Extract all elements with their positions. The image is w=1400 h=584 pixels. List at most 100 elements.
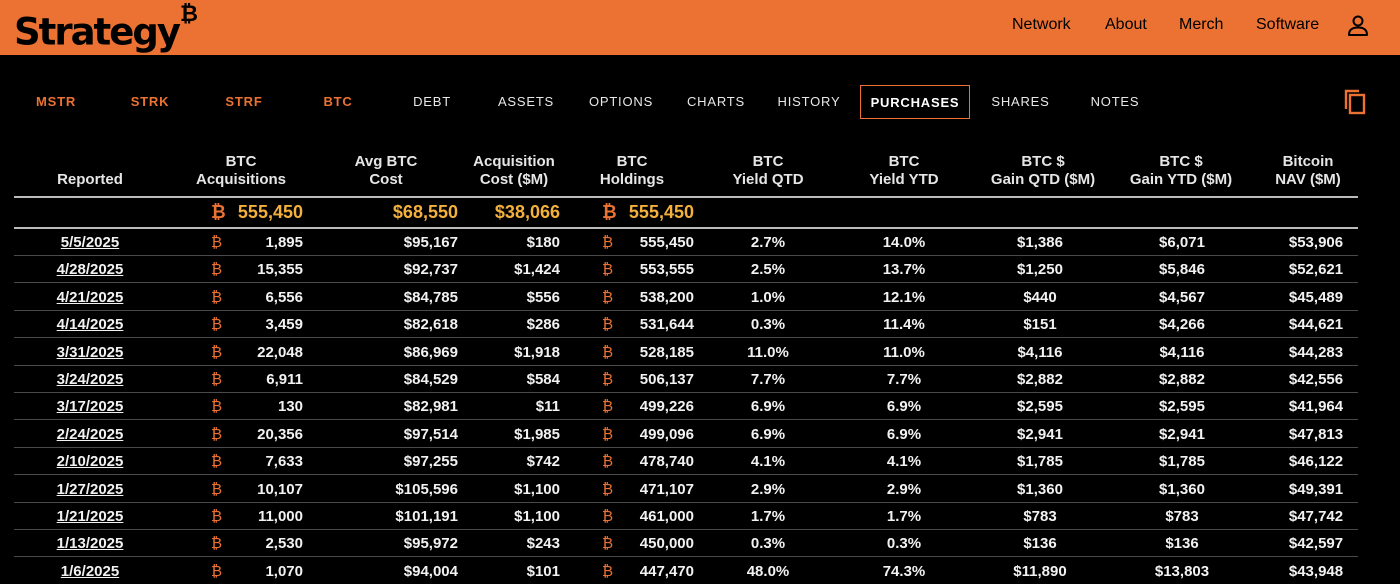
table-row: 1/13/2025 2,530 $95,972 $243 450,000 0.3% 0.3%…: [14, 530, 1358, 558]
avg-btc-cost: $95,167: [403, 234, 458, 251]
nav-about[interactable]: About: [1105, 16, 1147, 33]
reported-date[interactable]: 5/5/2025: [60, 234, 120, 251]
btc-gain-qtd: $1,785: [1017, 453, 1063, 471]
holdings-btc-icon: ₿: [602, 425, 614, 443]
reported-date[interactable]: 4/21/2025: [56, 288, 124, 306]
reported-date[interactable]: 1/6/2025: [60, 562, 120, 580]
btc-gain-qtd: $1,360: [1017, 480, 1063, 498]
acquisition-cost: $1,985: [514, 425, 560, 443]
nav-merch[interactable]: Merch: [1179, 16, 1224, 33]
avg-btc-cost: $101,191: [395, 508, 458, 525]
avg-btc-cost: $95,972: [403, 535, 458, 553]
bitcoin-nav: $53,906: [1288, 234, 1344, 251]
column-header-line1: BTC: [225, 153, 257, 170]
totals-acquisitions-btc-icon: ₿: [211, 202, 226, 222]
avg-btc-cost: $82,618: [403, 316, 458, 334]
reported-date[interactable]: 2/10/2025: [56, 453, 124, 471]
reported-date[interactable]: 1/13/2025: [56, 535, 124, 553]
reported-date[interactable]: 4/28/2025: [56, 261, 124, 279]
column-header-line1: [40, 153, 140, 171]
tab-shares[interactable]: SHARES: [991, 94, 1050, 109]
table-row: 2/10/2025 7,633 $97,255 $742 478,740 4.1% 4.1%…: [14, 448, 1358, 476]
avg-btc-cost: $82,981: [403, 398, 458, 416]
strategy-logo[interactable]: Strategy₿: [14, 2, 198, 55]
column-header-line1: BTC $: [1021, 153, 1065, 170]
acquisition-cost: $584: [526, 371, 560, 388]
tab-btc[interactable]: BTC: [323, 94, 353, 109]
btc-gain-ytd: $6,071: [1159, 234, 1205, 251]
table-row: 3/31/2025 22,048 $86,969 $1,918 528,185 11.0%…: [14, 339, 1358, 366]
column-header-line2: Gain YTD ($M): [1129, 171, 1233, 188]
tab-charts[interactable]: CHARTS: [686, 94, 745, 109]
btc-yield-qtd: 2.5%: [750, 261, 786, 279]
holdings-btc-icon: ₿: [602, 480, 614, 498]
avg-btc-cost: $105,596: [395, 480, 458, 498]
user-account-icon[interactable]: [1346, 13, 1370, 37]
reported-date[interactable]: 2/24/2025: [56, 425, 124, 443]
column-header-line1: Avg BTC: [354, 153, 418, 170]
btc-gain-qtd: $1,386: [1017, 234, 1063, 251]
nav-software[interactable]: Software: [1256, 16, 1320, 33]
acquisitions-btc-icon: ₿: [211, 234, 223, 251]
acquisition-cost: $556: [526, 288, 560, 306]
bitcoin-nav: $47,742: [1288, 508, 1344, 525]
reported-date[interactable]: 1/21/2025: [56, 508, 124, 525]
tab-assets[interactable]: ASSETS: [497, 94, 555, 109]
totals-acquisitions: 555,450: [237, 202, 303, 222]
nav-network[interactable]: Network: [1012, 16, 1071, 33]
column-header-line1: BTC: [752, 153, 784, 170]
btc-yield-ytd: 6.9%: [886, 398, 922, 416]
tab-debt[interactable]: DEBT: [413, 94, 451, 109]
table-row: 1/6/2025 1,070 $94,004 $101 447,470 48.0% 74.3…: [14, 558, 1358, 584]
tab-strk[interactable]: STRK: [130, 94, 170, 109]
tab-mstr[interactable]: MSTR: [35, 94, 77, 109]
btc-acquisitions: 20,356: [257, 425, 303, 443]
btc-gain-ytd: $4,116: [1159, 343, 1205, 361]
tab-purchases[interactable]: PURCHASES: [860, 85, 970, 119]
acquisition-cost: $1,100: [514, 480, 560, 498]
btc-gain-qtd: $4,116: [1017, 343, 1063, 361]
btc-yield-qtd: 1.0%: [750, 288, 786, 306]
reported-date[interactable]: 1/27/2025: [56, 480, 124, 498]
column-header-6: BTC Yield YTD: [848, 153, 960, 189]
btc-holdings: 499,226: [639, 398, 694, 416]
reported-date[interactable]: 3/17/2025: [56, 398, 124, 416]
btc-acquisitions: 6,911: [266, 371, 303, 388]
tab-notes[interactable]: NOTES: [1090, 94, 1140, 109]
column-header-2: Avg BTC Cost: [336, 153, 436, 189]
tab-history[interactable]: HISTORY: [777, 94, 841, 109]
reported-date[interactable]: 4/14/2025: [56, 316, 124, 334]
acquisition-cost: $101: [526, 562, 560, 580]
column-header-line2: Gain QTD ($M): [990, 171, 1096, 188]
column-header-5: BTC Yield QTD: [712, 153, 824, 189]
avg-btc-cost: $94,004: [403, 562, 458, 580]
copy-icon[interactable]: [1342, 88, 1370, 116]
btc-gain-ytd: $1,360: [1159, 480, 1205, 498]
top-bar: Strategy₿ Network About Merch Software: [0, 0, 1400, 55]
totals-holdings-btc-icon: ₿: [602, 202, 617, 222]
bitcoin-nav: $46,122: [1288, 453, 1344, 471]
tab-options[interactable]: OPTIONS: [588, 94, 654, 109]
btc-yield-qtd: 2.9%: [750, 480, 786, 498]
btc-yield-ytd: 12.1%: [882, 288, 926, 306]
acquisitions-btc-icon: ₿: [211, 316, 223, 334]
reported-date[interactable]: 3/31/2025: [56, 343, 124, 361]
acquisition-cost: $1,100: [514, 508, 560, 525]
acquisitions-btc-icon: ₿: [211, 261, 223, 279]
btc-gain-qtd: $11,890: [1013, 562, 1067, 580]
btc-yield-ytd: 11.0%: [883, 343, 925, 361]
holdings-btc-icon: ₿: [602, 234, 614, 251]
btc-yield-qtd: 0.3%: [750, 316, 786, 334]
tab-strf[interactable]: STRF: [225, 94, 263, 109]
avg-btc-cost: $97,514: [403, 425, 458, 443]
btc-yield-qtd: 48.0%: [746, 562, 790, 580]
btc-gain-qtd: $151: [1023, 316, 1057, 334]
holdings-btc-icon: ₿: [602, 508, 614, 525]
btc-holdings: 461,000: [639, 508, 694, 525]
btc-gain-ytd: $5,846: [1159, 261, 1205, 279]
reported-date[interactable]: 3/24/2025: [56, 371, 124, 388]
btc-gain-ytd: $4,266: [1159, 316, 1205, 334]
acquisition-cost: $11: [535, 398, 560, 416]
avg-btc-cost: $86,969: [403, 343, 458, 361]
bitcoin-nav: $43,948: [1288, 562, 1344, 580]
